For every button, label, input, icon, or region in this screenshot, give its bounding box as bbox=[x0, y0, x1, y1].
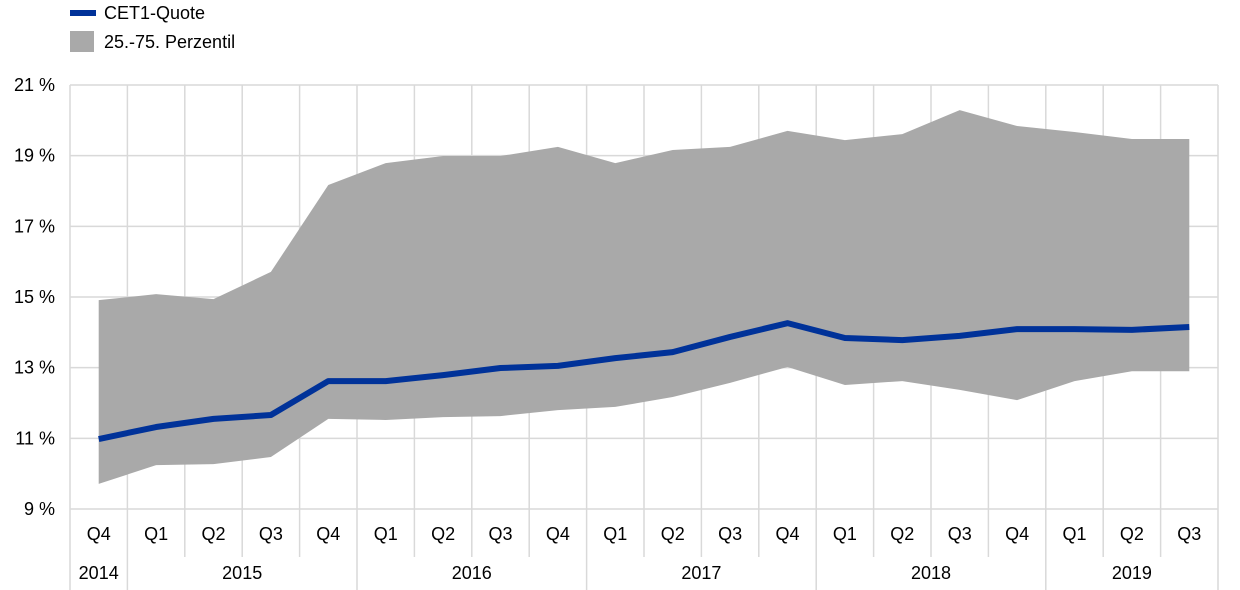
quarter-label: Q3 bbox=[1177, 524, 1201, 544]
y-tick-label: 9 % bbox=[24, 499, 55, 519]
y-tick-label: 15 % bbox=[14, 287, 55, 307]
year-label: 2015 bbox=[222, 563, 262, 583]
cet1-line bbox=[98, 320, 1190, 442]
legend-band-swatch bbox=[70, 31, 94, 52]
quarter-label: Q2 bbox=[1120, 524, 1144, 544]
quarter-label: Q1 bbox=[144, 524, 168, 544]
quarter-label: Q3 bbox=[718, 524, 742, 544]
quarter-label: Q2 bbox=[201, 524, 225, 544]
y-tick-label: 19 % bbox=[14, 146, 55, 166]
quarter-label: Q4 bbox=[316, 524, 340, 544]
quarter-label: Q1 bbox=[833, 524, 857, 544]
quarter-label: Q3 bbox=[488, 524, 512, 544]
year-label: 2017 bbox=[681, 563, 721, 583]
quarter-label: Q1 bbox=[374, 524, 398, 544]
percentile-band bbox=[98, 110, 1190, 484]
quarter-label: Q4 bbox=[546, 524, 570, 544]
quarter-label: Q4 bbox=[1005, 524, 1029, 544]
y-tick-label: 13 % bbox=[14, 358, 55, 378]
quarter-label: Q2 bbox=[890, 524, 914, 544]
quarter-label: Q4 bbox=[87, 524, 111, 544]
year-label: 2018 bbox=[911, 563, 951, 583]
year-label: 2019 bbox=[1112, 563, 1152, 583]
legend-label: CET1-Quote bbox=[104, 3, 205, 23]
y-tick-label: 21 % bbox=[14, 75, 55, 95]
quarter-label: Q1 bbox=[603, 524, 627, 544]
quarter-label: Q1 bbox=[1062, 524, 1086, 544]
quarter-label: Q2 bbox=[661, 524, 685, 544]
y-tick-label: 11 % bbox=[15, 428, 55, 448]
y-tick-label: 17 % bbox=[14, 216, 55, 236]
quarter-label: Q3 bbox=[948, 524, 972, 544]
quarter-label: Q2 bbox=[431, 524, 455, 544]
year-label: 2014 bbox=[79, 563, 119, 583]
legend-label: 25.-75. Perzentil bbox=[104, 32, 235, 52]
quarter-label: Q3 bbox=[259, 524, 283, 544]
year-label: 2016 bbox=[452, 563, 492, 583]
quarter-label: Q4 bbox=[775, 524, 799, 544]
